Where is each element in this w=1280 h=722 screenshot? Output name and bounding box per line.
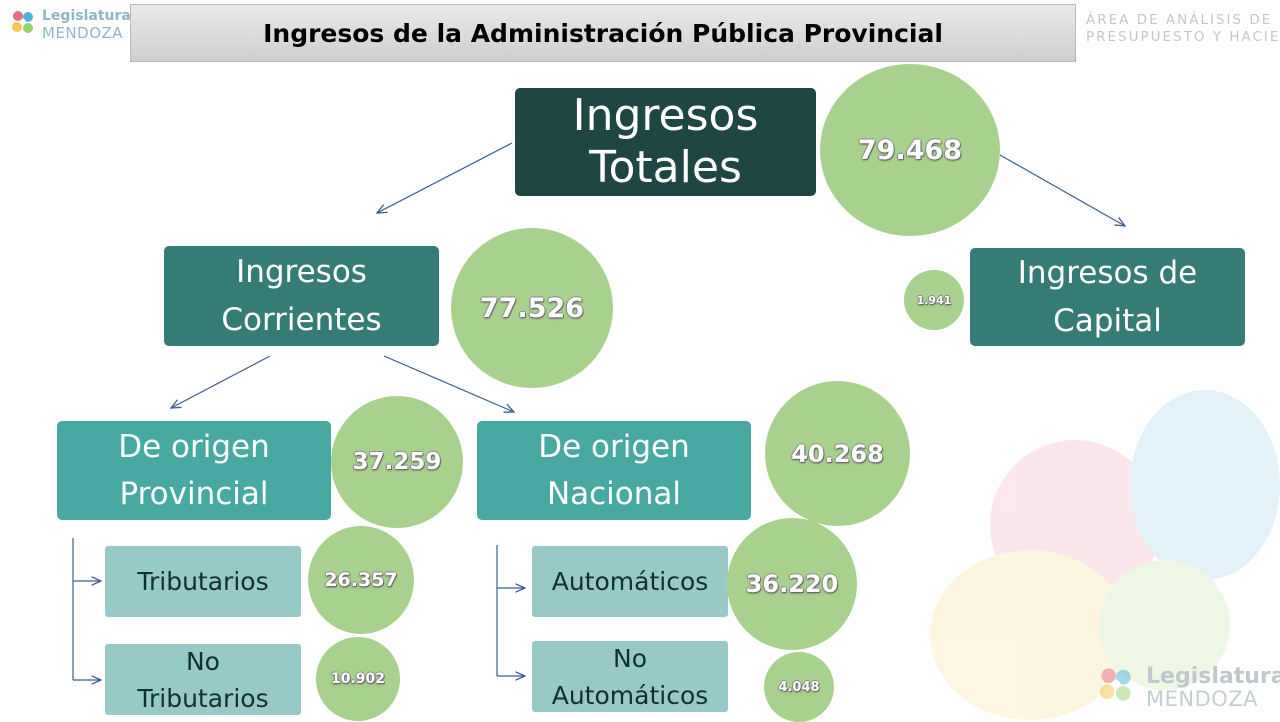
logo-flower-icon xyxy=(12,11,33,33)
value-no-automaticos: 4.048 xyxy=(764,652,834,722)
node-automaticos: Automáticos xyxy=(532,546,728,617)
arrow-totales-to-capital xyxy=(999,154,1125,226)
arrow-totales-to-corrientes xyxy=(377,142,513,213)
watermark-decoration xyxy=(930,380,1280,720)
value-ingresos-corrientes: 77.526 xyxy=(451,228,613,388)
node-ingresos-corrientes: Ingresos Corrientes xyxy=(164,246,439,346)
value-ingresos-capital: 1.941 xyxy=(904,270,964,330)
logo-text-mendoza: MENDOZA xyxy=(42,24,124,42)
footer-logo-text-mendoza: MENDOZA xyxy=(1146,687,1259,711)
node-origen-nacional: De origen Nacional xyxy=(477,421,751,520)
node-no-automaticos-label: No Automáticos xyxy=(551,643,709,710)
logo-flower-icon xyxy=(1099,668,1131,701)
node-no-tributarios-label: No Tributarios xyxy=(137,646,269,713)
value-automaticos: 36.220 xyxy=(727,518,857,650)
node-ingresos-totales-label: Ingresos Totales xyxy=(572,90,759,193)
node-no-automaticos: No Automáticos xyxy=(532,641,728,712)
area-label-line1: ÁREA DE ANÁLISIS DE xyxy=(1086,12,1273,28)
node-tributarios-label: Tributarios xyxy=(137,566,269,596)
area-label: ÁREA DE ANÁLISIS DE PRESUPUESTO Y HACIEN… xyxy=(1086,12,1280,46)
node-ingresos-capital-label: Ingresos de Capital xyxy=(1017,255,1198,339)
value-ingresos-totales: 79.468 xyxy=(820,64,1000,236)
node-automaticos-label: Automáticos xyxy=(551,566,709,596)
node-tributarios: Tributarios xyxy=(105,546,301,617)
value-tributarios: 26.357 xyxy=(308,526,414,634)
page-title: Ingresos de la Administración Pública Pr… xyxy=(130,4,1076,62)
logo-text-legislatura: Legislatura xyxy=(42,8,131,24)
area-label-line2: PRESUPUESTO Y HACIENDA xyxy=(1086,29,1280,45)
value-origen-nacional: 40.268 xyxy=(765,381,910,526)
arrow-corrientes-to-nacional xyxy=(383,355,514,412)
node-no-tributarios: No Tributarios xyxy=(105,644,301,715)
node-ingresos-corrientes-label: Ingresos Corrientes xyxy=(221,254,382,338)
node-origen-nacional-label: De origen Nacional xyxy=(538,428,690,512)
legislatura-logo-footer: Legislatura MENDOZA xyxy=(1094,662,1280,714)
footer-logo-text-legislatura: Legislatura xyxy=(1146,664,1280,689)
legislatura-logo: Legislatura MENDOZA xyxy=(8,6,131,42)
value-no-tributarios: 10.902 xyxy=(316,637,400,721)
node-ingresos-capital: Ingresos de Capital xyxy=(970,248,1245,346)
node-origen-provincial: De origen Provincial xyxy=(57,421,331,520)
value-origen-provincial: 37.259 xyxy=(331,396,463,528)
node-ingresos-totales: Ingresos Totales xyxy=(515,88,816,196)
node-origen-provincial-label: De origen Provincial xyxy=(118,428,270,512)
arrow-corrientes-to-provincial xyxy=(171,355,271,408)
